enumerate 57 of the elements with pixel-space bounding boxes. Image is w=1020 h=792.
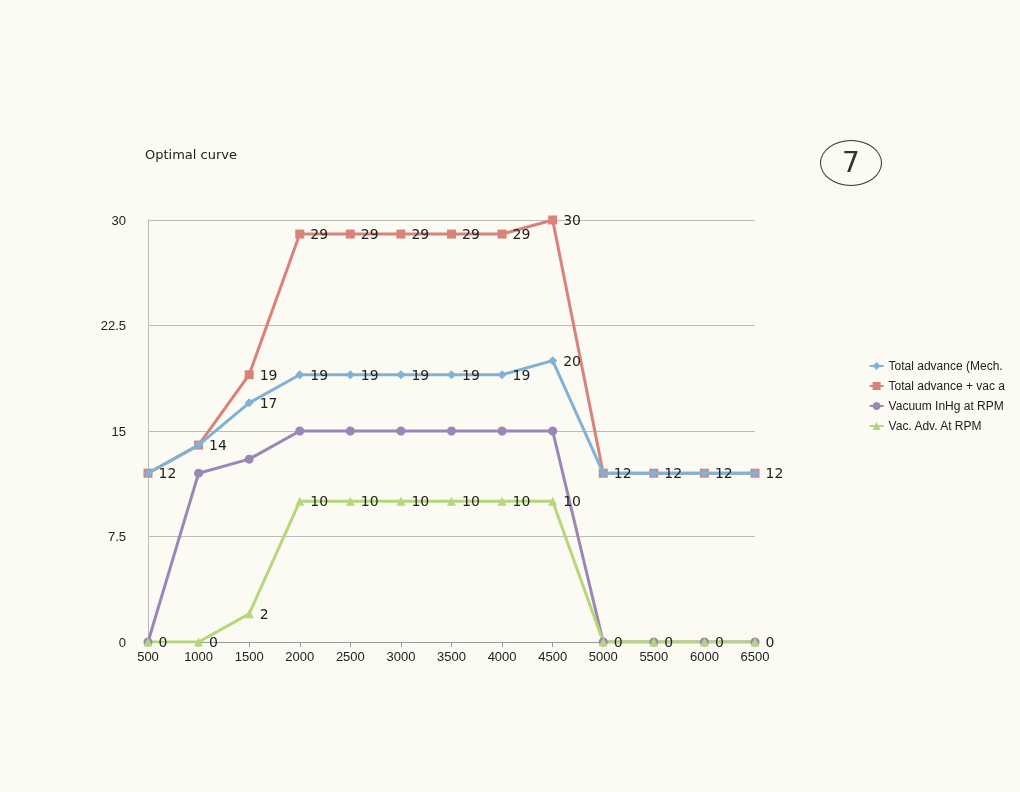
x-tick-label: 2000 (285, 649, 315, 664)
y-tick-label: 0 (118, 634, 126, 650)
data-label: 29 (360, 226, 379, 243)
data-label: 0 (209, 634, 219, 650)
x-tick-label: 6500 (740, 649, 770, 664)
x-tick-label: 4000 (487, 649, 517, 664)
data-label: 12 (613, 465, 632, 482)
data-label: 0 (714, 634, 724, 650)
chart-title: Optimal curve (145, 147, 237, 162)
data-label: 29 (462, 226, 480, 243)
x-tick-label: 1500 (234, 649, 264, 664)
x-tick-label: 500 (137, 649, 159, 664)
data-label: 10 (512, 493, 531, 510)
data-label: 20 (563, 352, 581, 369)
y-tick-label: 22.5 (100, 318, 126, 333)
data-label: 29 (310, 226, 329, 243)
legend-label: Total advance + vac a (888, 379, 1006, 393)
data-label: 10 (563, 493, 581, 510)
x-tick-label: 3000 (386, 649, 416, 664)
legend-label: Vacuum InHg at RPM (888, 399, 1004, 413)
data-label: 29 (411, 226, 430, 243)
data-label: 19 (259, 366, 278, 383)
x-tick-label: 3500 (437, 649, 466, 664)
data-label: 19 (411, 366, 430, 383)
y-tick-label: 30 (111, 212, 126, 228)
legend-label: Vac. Adv. At RPM (888, 419, 982, 433)
data-label: 29 (512, 226, 531, 243)
data-label: 14 (209, 437, 227, 454)
data-label: 10 (360, 493, 379, 510)
data-label: 12 (664, 465, 683, 482)
data-label: 10 (462, 493, 480, 510)
data-label: 0 (765, 634, 775, 650)
data-label: 10 (310, 493, 329, 510)
data-label: 17 (259, 394, 278, 411)
data-label: 12 (158, 465, 177, 482)
data-label: 12 (765, 465, 784, 482)
data-label: 19 (310, 366, 329, 383)
y-tick-label: 15 (111, 423, 126, 439)
data-label: 0 (664, 634, 674, 650)
data-label: 12 (714, 465, 733, 482)
data-label: 19 (512, 366, 531, 383)
y-tick-label: 7.5 (107, 529, 126, 544)
x-tick-label: 5500 (639, 649, 669, 664)
x-tick-label: 5000 (588, 649, 618, 664)
data-label: 19 (360, 366, 379, 383)
data-label: 19 (462, 366, 480, 383)
x-tick-label: 4500 (538, 649, 568, 664)
text: 7 (820, 140, 882, 186)
data-label: 0 (158, 634, 168, 650)
x-tick-label: 1000 (184, 649, 214, 664)
x-tick-label: 6000 (689, 649, 719, 664)
x-tick-label: 2500 (335, 649, 365, 664)
legend-label: Total advance (Mech. (888, 359, 1003, 373)
data-label: 2 (259, 605, 269, 622)
data-label: 30 (563, 212, 581, 228)
data-label: 0 (613, 634, 623, 650)
data-label: 10 (411, 493, 430, 510)
